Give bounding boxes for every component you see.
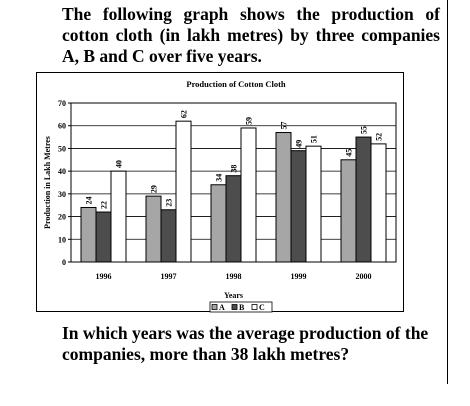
y-tick-label: 60	[58, 122, 66, 131]
y-tick-label: 10	[58, 235, 66, 244]
legend-swatch-b	[231, 304, 238, 310]
bar-c-2000	[370, 143, 387, 263]
right-border-rule	[447, 0, 448, 384]
bar-b-2000	[355, 136, 372, 263]
data-label: 24	[85, 196, 94, 204]
x-tick-label: 1997	[161, 272, 177, 281]
problem-statement: The following graph shows the production…	[62, 4, 440, 66]
bar-b-1997	[160, 209, 177, 263]
question-text: In which years was the average productio…	[62, 323, 429, 364]
bar-c-1998	[240, 127, 257, 263]
data-label: 34	[215, 174, 224, 182]
data-label: 22	[100, 201, 109, 209]
chart-title: Production of Cotton Cloth	[186, 79, 286, 89]
y-tick-label: 50	[58, 144, 66, 153]
bar-b-1998	[225, 175, 242, 263]
data-label: 38	[230, 165, 239, 173]
legend-label-c: C	[259, 303, 265, 312]
bar-a-1999	[275, 132, 292, 263]
bar-c-1997	[175, 120, 192, 263]
data-label: 55	[360, 126, 369, 134]
bar-c-1999	[305, 145, 322, 263]
legend-label-b: B	[239, 303, 245, 312]
x-tick-label: 1996	[96, 272, 112, 281]
legend-label-a: A	[219, 303, 225, 312]
bar-b-1999	[290, 150, 307, 263]
x-tick-label: 2000	[356, 272, 372, 281]
data-label: 52	[375, 133, 384, 141]
data-label: 29	[150, 185, 159, 193]
data-label: 49	[295, 140, 304, 148]
bar-b-1996	[95, 211, 112, 263]
y-tick-label: 0	[62, 258, 66, 267]
legend-swatch-c	[251, 304, 258, 310]
x-axis-label: Years	[224, 291, 243, 300]
data-label: 59	[245, 117, 254, 125]
y-tick-label: 70	[58, 99, 66, 108]
data-label: 57	[280, 122, 289, 130]
data-label: 40	[115, 160, 124, 168]
bar-c-1996	[110, 170, 127, 263]
data-label: 51	[310, 135, 319, 143]
legend-box	[209, 301, 273, 313]
bar-a-2000	[340, 159, 357, 263]
bar-a-1997	[145, 195, 162, 263]
y-axis-label: Production in Lakh Metres	[43, 136, 52, 229]
legend-swatch-a	[211, 304, 218, 310]
data-label: 62	[180, 110, 189, 118]
y-tick-label: 20	[58, 213, 66, 222]
y-tick-label: 40	[58, 167, 66, 176]
bar-a-1996	[80, 206, 97, 263]
y-tick-label: 30	[58, 190, 66, 199]
bar-a-1998	[210, 184, 227, 263]
x-tick-label: 1998	[226, 272, 242, 281]
x-tick-label: 1999	[291, 272, 307, 281]
data-label: 23	[165, 199, 174, 207]
data-label: 45	[345, 149, 354, 157]
